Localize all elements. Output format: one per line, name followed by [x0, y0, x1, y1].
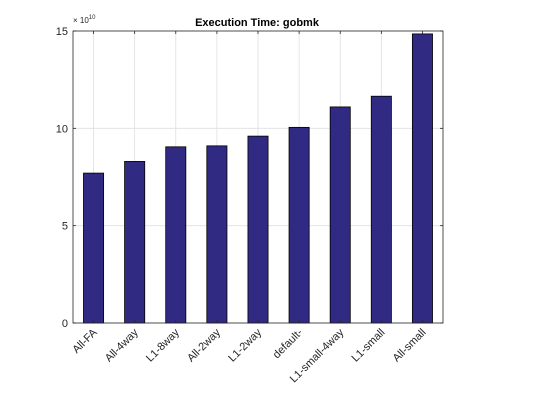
- bar-l1-8way: [165, 146, 187, 324]
- bar-all-4way: [124, 161, 146, 324]
- bar-l1-small: [370, 95, 392, 324]
- x-tick-label: L1-small: [350, 327, 388, 365]
- y-exponent-power: 10: [89, 15, 96, 21]
- y-tick-label: 5: [62, 221, 68, 233]
- bar-all-fa: [83, 172, 105, 324]
- bar-l1-small-4way: [329, 106, 351, 324]
- chart-title: Execution Time: gobmk: [195, 17, 320, 29]
- bar-l1-2way: [247, 135, 269, 324]
- y-exponent-label: × 1010: [73, 15, 96, 25]
- x-tick-label: All-small: [391, 327, 429, 365]
- y-ticks: 0 5 10 15: [56, 26, 443, 330]
- x-tick-label: L1-2way: [226, 326, 264, 364]
- y-tick-label: 10: [56, 123, 68, 135]
- x-tick-label: All-2way: [185, 326, 223, 364]
- bar-default: [288, 126, 310, 324]
- y-tick-label: 15: [56, 26, 68, 38]
- bar-all-2way: [206, 145, 228, 324]
- x-tick-label: L1-8way: [144, 326, 182, 364]
- x-tick-label: default-: [271, 326, 306, 361]
- bar-all-small: [411, 33, 433, 324]
- y-tick-label: 0: [62, 318, 68, 330]
- x-tick-label: All-4way: [103, 326, 141, 364]
- x-tick-label: All-FA: [70, 326, 100, 356]
- bars: [83, 33, 433, 324]
